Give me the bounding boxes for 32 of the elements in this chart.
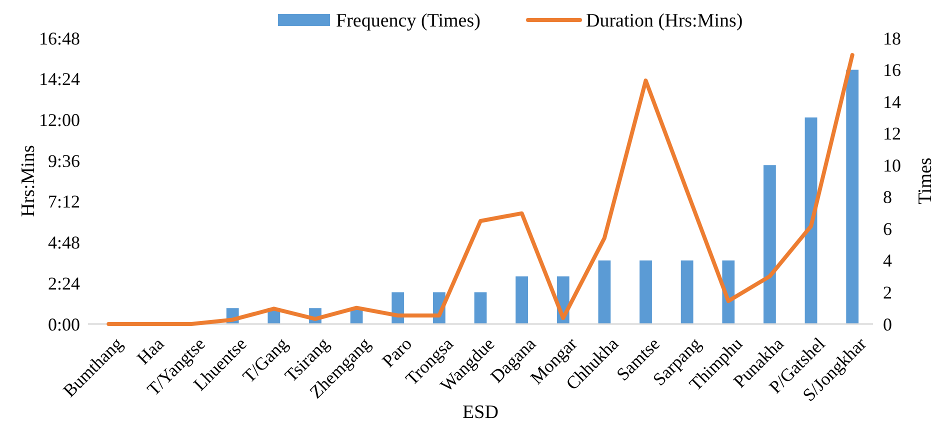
y2-tick-label: 2: [883, 282, 892, 303]
y2-tick-label: 4: [883, 250, 892, 271]
y-tick-label: 9:36: [48, 150, 80, 171]
y2-axis-title: Times: [915, 158, 936, 204]
y2-tick-label: 8: [883, 187, 892, 208]
y-tick-label: 0:00: [48, 314, 80, 334]
y-tick-label: 2:24: [48, 273, 80, 294]
y-axis-title: Hrs:Mins: [18, 145, 39, 217]
y2-tick-label: 14: [883, 92, 901, 112]
bar: [804, 117, 818, 324]
bar: [516, 276, 528, 324]
y2-tick-label: 16: [883, 60, 901, 80]
y2-tick-label: 18: [883, 28, 901, 48]
y2-tick-label: 10: [883, 155, 901, 176]
bar: [474, 292, 487, 324]
y-tick-label: 12:00: [38, 110, 80, 130]
legend-label: Duration (Hrs:Mins): [586, 10, 743, 32]
legend-label: Frequency (Times): [336, 10, 480, 32]
bar: [640, 260, 652, 324]
y-tick-label: 7:12: [48, 192, 80, 212]
bar: [598, 260, 611, 324]
y2-tick-label: 6: [883, 218, 892, 239]
y2-tick-label: 0: [883, 314, 892, 334]
y-tick-label: 4:48: [48, 232, 80, 253]
y-tick-label: 14:24: [38, 69, 80, 90]
x-axis-title: ESD: [462, 402, 498, 423]
bar: [846, 70, 859, 324]
line-series: [106, 53, 854, 326]
bar: [764, 165, 776, 324]
y-tick-label: 16:48: [38, 28, 80, 48]
y2-tick-label: 12: [883, 124, 901, 144]
bar: [680, 260, 694, 324]
